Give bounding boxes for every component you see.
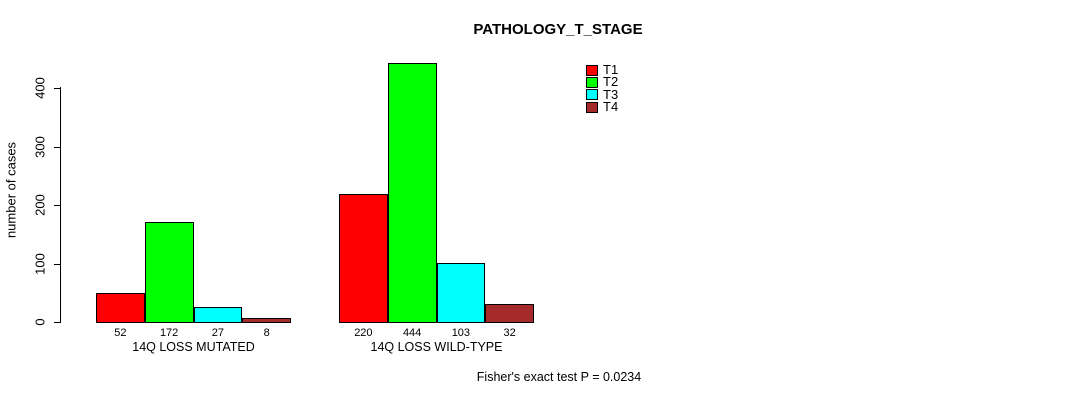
- legend-item: T4: [586, 99, 619, 115]
- bar-value-label: 172: [159, 327, 179, 339]
- legend-label: T1: [603, 62, 619, 78]
- bar-t4-group1: [242, 318, 291, 323]
- y-axis-tick: [54, 205, 61, 206]
- bar-t1-group2: [339, 194, 388, 323]
- legend-swatch: [586, 89, 598, 101]
- y-axis-tick: [54, 146, 61, 148]
- y-axis-tick-label: 400: [32, 77, 48, 99]
- legend: T1 T2 T3 T4: [586, 62, 619, 115]
- bar-t2-group1: [144, 222, 194, 323]
- chart-title: PATHOLOGY_T_STAGE: [473, 21, 643, 38]
- y-axis-tick-label: 200: [32, 194, 48, 216]
- bar-value-label: 444: [402, 327, 422, 339]
- bar-t4-group2: [485, 304, 534, 323]
- legend-swatch: [586, 101, 598, 113]
- y-axis-tick: [54, 88, 61, 89]
- fisher-test-annotation: Fisher's exact test P = 0.0234: [476, 370, 642, 384]
- x-axis-category-label: 14Q LOSS WILD-TYPE: [370, 340, 503, 354]
- y-axis-title: number of cases: [3, 141, 19, 239]
- legend-label: T4: [603, 99, 619, 115]
- legend-item: T2: [586, 74, 619, 90]
- bar-value-label: 52: [114, 327, 127, 339]
- x-axis-category-label: 14Q LOSS MUTATED: [132, 340, 255, 354]
- bar-t1-group1: [96, 292, 145, 323]
- bar-t3-group1: [193, 307, 243, 323]
- legend-swatch: [586, 76, 598, 88]
- bar-value-label: 220: [354, 327, 373, 339]
- bar-t2-group2: [387, 63, 437, 323]
- bar-t3-group2: [436, 262, 486, 323]
- y-axis-tick: [54, 322, 61, 323]
- bar-value-label: 8: [263, 327, 270, 339]
- y-axis-tick-label: 300: [32, 135, 48, 158]
- bar-value-label: 32: [503, 327, 516, 339]
- y-axis-tick: [54, 263, 61, 265]
- bar-value-label: 27: [211, 327, 224, 339]
- legend-swatch: [586, 64, 598, 76]
- legend-label: T3: [603, 86, 619, 102]
- y-axis-tick-label: 100: [32, 252, 48, 275]
- legend-item: T3: [586, 86, 619, 102]
- bar-value-label: 103: [451, 327, 471, 339]
- legend-label: T2: [603, 74, 619, 90]
- legend-item: T1: [586, 62, 619, 78]
- y-axis-tick-label: 0: [32, 318, 48, 326]
